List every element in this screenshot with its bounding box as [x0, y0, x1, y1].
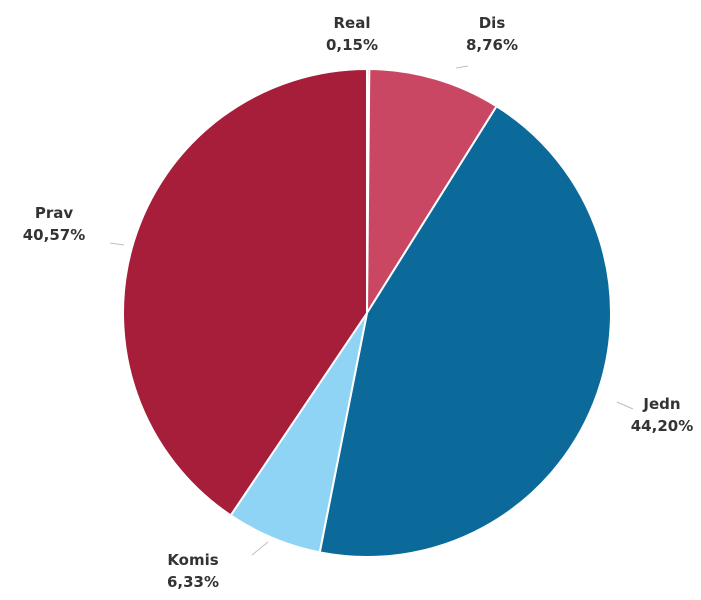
data-label-category-jedn: Jedn	[642, 395, 680, 413]
data-label-category-prav: Prav	[35, 204, 74, 222]
data-label-value-real: 0,15%	[326, 36, 378, 54]
leader-line-dis	[455, 65, 469, 69]
data-label-value-komis: 6,33%	[167, 573, 219, 591]
data-label-value-jedn: 44,20%	[631, 417, 693, 435]
pie-slice-prav	[122, 67, 368, 517]
data-label-value-dis: 8,76%	[466, 36, 518, 54]
leader-line-komis	[251, 541, 269, 556]
data-label-category-komis: Komis	[167, 551, 218, 569]
leader-lines	[109, 65, 634, 556]
leader-line-jedn	[616, 401, 634, 410]
data-label-value-prav: 40,57%	[23, 226, 85, 244]
pie-slices	[122, 67, 612, 558]
data-labels: Real 0,15% Dis 8,76% Jedn 44,20% Komis 6,33% Pra…	[23, 14, 693, 591]
data-label-category-dis: Dis	[479, 14, 506, 32]
pie-slice-jedn	[318, 104, 612, 558]
pie-slice-dis	[365, 68, 498, 317]
leader-line-prav	[109, 242, 125, 246]
data-label-category-real: Real	[334, 14, 371, 32]
